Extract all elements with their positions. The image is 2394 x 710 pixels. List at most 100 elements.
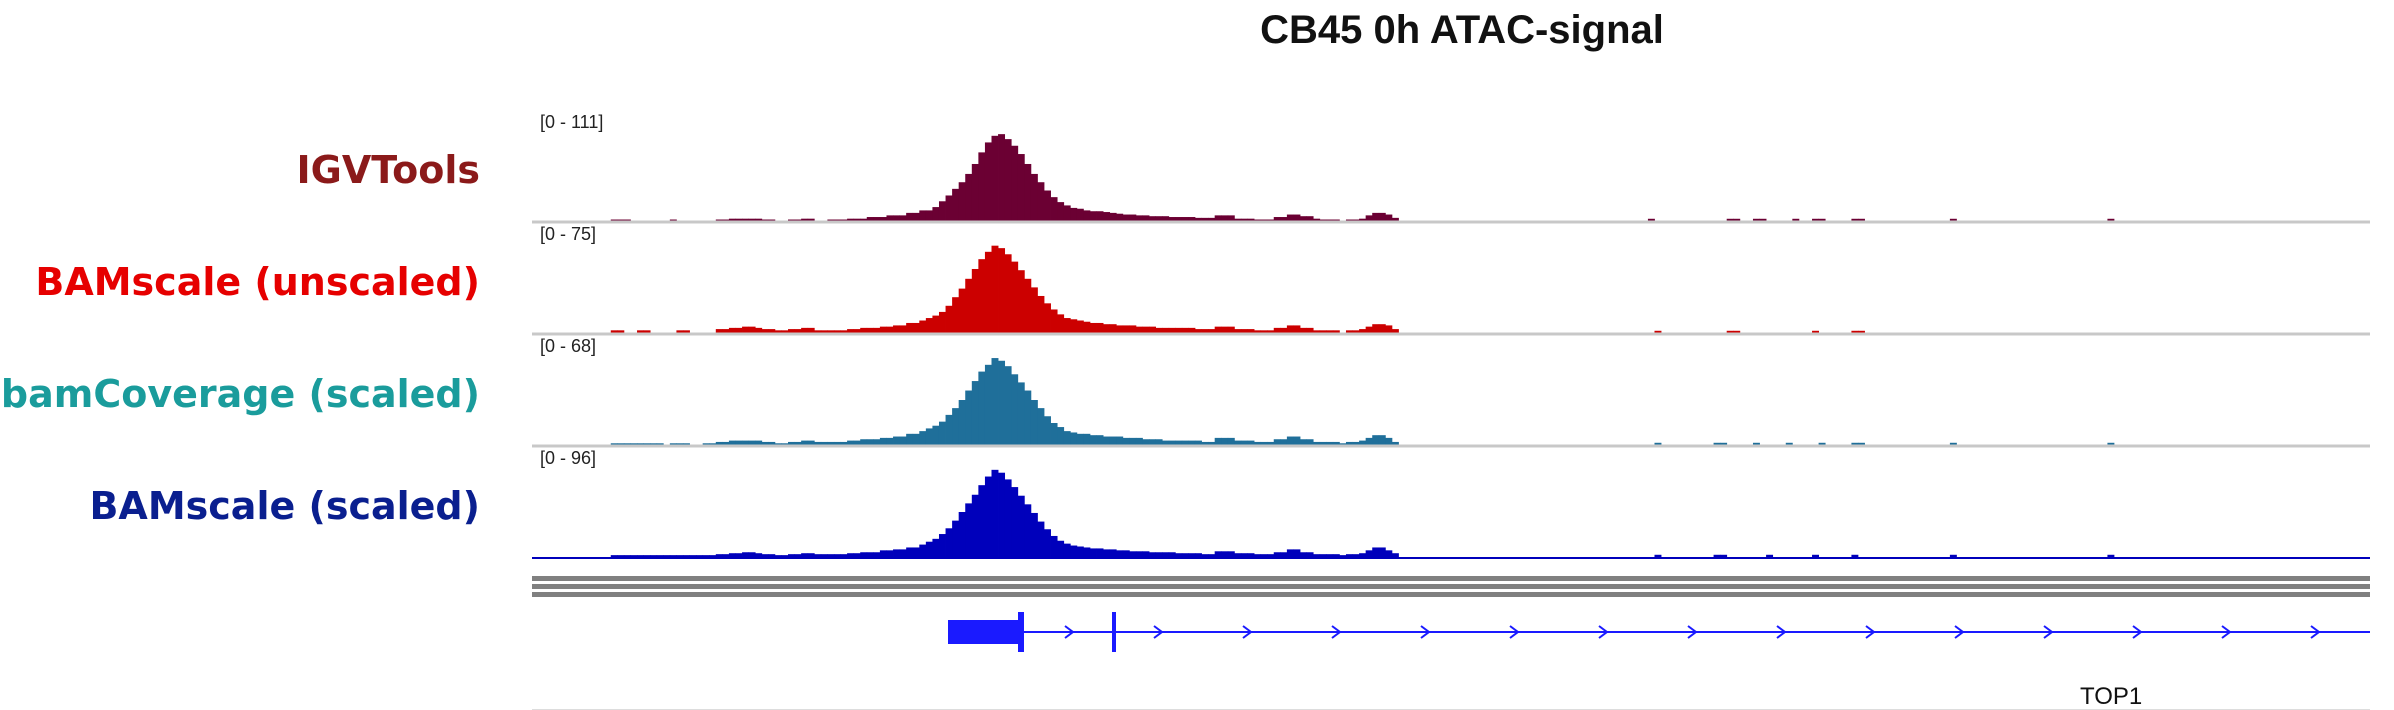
signal-bar [1155, 552, 1163, 558]
signal-bar [1391, 441, 1399, 446]
signal-bar [1162, 440, 1170, 446]
separator-bar [532, 584, 2370, 589]
signal-bar [1089, 211, 1097, 222]
signal-bar [742, 218, 750, 222]
signal-bar [1011, 261, 1019, 334]
signal-bar [912, 212, 920, 222]
signal-bar [1076, 320, 1084, 334]
signal-bar [991, 469, 999, 558]
signal-bar [919, 210, 927, 222]
track-range-label: [0 - 111] [540, 112, 603, 132]
signal-bar [1129, 437, 1137, 446]
signal-bar [938, 201, 946, 222]
signal-bar [899, 549, 907, 559]
signal-bar [1332, 330, 1340, 334]
strand-arrow [1509, 625, 1520, 639]
signal-bar [774, 330, 782, 334]
signal-bar [1752, 218, 1760, 222]
signal-bar [1851, 442, 1859, 446]
signal-bar [860, 218, 868, 222]
signal-bar [971, 381, 979, 446]
signal-bar [919, 320, 927, 334]
signal-bar [1227, 551, 1235, 558]
signal-bar [853, 329, 861, 334]
signal-bar [1011, 487, 1019, 558]
track-label-bamcoverage-scaled: bamCoverage (scaled) [0, 372, 480, 416]
signal-bar [1254, 441, 1262, 446]
signal-bar [1063, 205, 1071, 222]
signal-bar [1227, 437, 1235, 446]
signal-bar [794, 441, 802, 446]
signal-bar [1017, 382, 1025, 446]
strand-arrow [1598, 625, 1609, 639]
signal-bar [952, 188, 960, 222]
signal-bar [1391, 329, 1399, 334]
signal-bar [1011, 145, 1019, 222]
strand-arrow [1954, 625, 1965, 639]
signal-bar [827, 441, 835, 446]
signal-bar [1181, 327, 1189, 334]
signal-bar [1135, 215, 1143, 222]
signal-bar [774, 555, 782, 559]
signal-bar [1247, 440, 1255, 446]
signal-bar [1201, 217, 1209, 222]
signal-bar [1063, 318, 1071, 334]
signal-bar [1030, 400, 1038, 446]
signal-bar [1293, 549, 1301, 559]
signal-bar [945, 195, 953, 222]
signal-bar [1365, 437, 1373, 446]
signal-bar [866, 217, 874, 222]
signal-bar [827, 330, 835, 334]
signal-bar [1201, 329, 1209, 334]
signal-bar [879, 550, 887, 558]
signal-bar [1024, 390, 1032, 446]
signal-bar [1359, 553, 1367, 558]
strand-arrow [1687, 625, 1698, 639]
signal-bar [1024, 163, 1032, 222]
signal-bar [1345, 441, 1353, 446]
signal-bar [965, 390, 973, 446]
signal-bar [1234, 218, 1242, 222]
signal-bar [702, 555, 710, 559]
signal-bar [1345, 330, 1353, 334]
signal-bar [1129, 551, 1137, 558]
signal-bar [893, 215, 900, 222]
signal-bar [1208, 554, 1216, 558]
signal-bar [1293, 436, 1301, 446]
signal-bar [1050, 423, 1058, 446]
signal-bar [971, 163, 979, 222]
signal-bar [728, 327, 736, 334]
signal-bar [1214, 437, 1222, 446]
signal-bar [1070, 319, 1078, 334]
signal-bar [735, 553, 743, 558]
signal-bar [1792, 218, 1800, 222]
signal-bar [833, 441, 841, 446]
signal-bar [755, 440, 763, 446]
signal-bar [1286, 549, 1294, 559]
signal-bar [932, 315, 940, 334]
signal-bar [1391, 553, 1399, 558]
signal-bar [610, 330, 618, 334]
signal-bar [1096, 322, 1104, 334]
signal-bar [1280, 327, 1288, 334]
signal-bar [984, 251, 992, 334]
signal-bar [1057, 202, 1065, 222]
signal-bar [1273, 552, 1281, 558]
signal-bar [1142, 215, 1150, 222]
signal-bar [1654, 554, 1662, 558]
signal-bar [1096, 435, 1104, 446]
signal-bar [893, 436, 900, 446]
signal-bar [1857, 442, 1865, 446]
signal-bar [1162, 552, 1170, 558]
signal-bar [1385, 437, 1393, 446]
signal-bar [807, 327, 815, 334]
signal-bar [1720, 554, 1728, 558]
track-label-bamscale-scaled: BAMscale (scaled) [89, 484, 480, 528]
signal-bar [1300, 552, 1307, 558]
signal-bar [1221, 326, 1229, 334]
signal-bar [1286, 325, 1294, 334]
signal-bar [1083, 210, 1091, 222]
signal-bar [1201, 441, 1209, 446]
signal-bar [1359, 440, 1367, 446]
signal-bar [1103, 324, 1111, 334]
